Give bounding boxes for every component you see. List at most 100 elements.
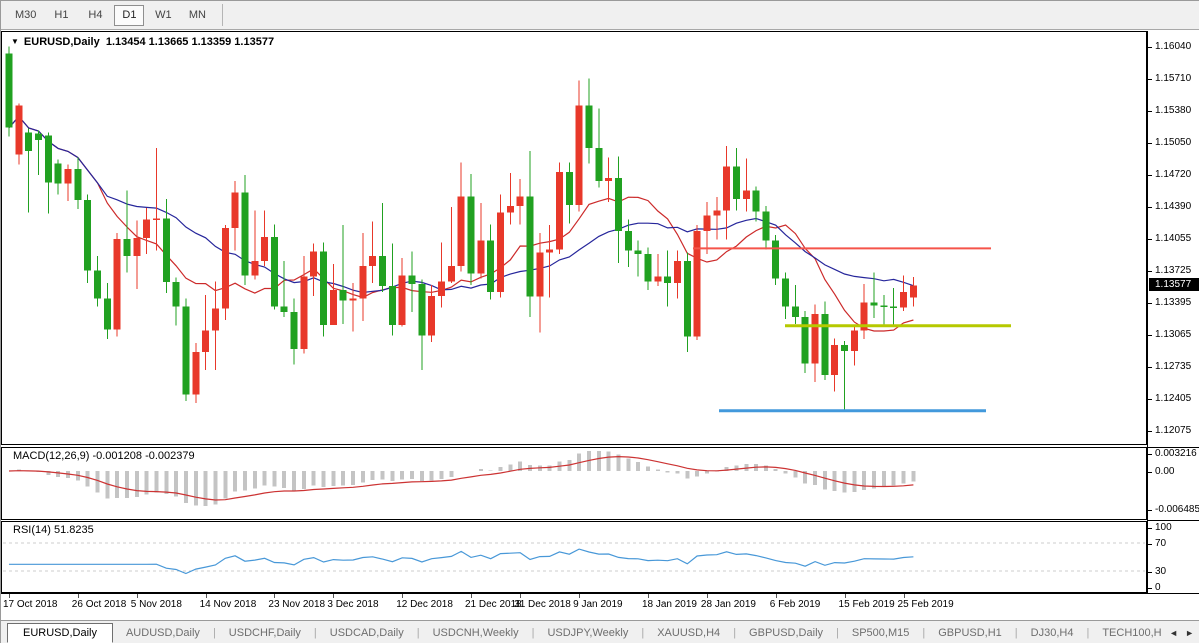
candles: [5, 46, 917, 411]
date-tick: [903, 594, 905, 598]
symbol-tab-usdjpy[interactable]: USDJPY,Weekly: [547, 626, 629, 639]
tab-divider: |: [836, 626, 839, 639]
rsi-panel[interactable]: [1, 521, 1147, 593]
scroll-left-icon[interactable]: ◄: [1169, 627, 1179, 638]
date-tick: [274, 594, 276, 598]
date-axis[interactable]: 17 Oct 2018 26 Oct 2018 5 Nov 2018 14 Nov 2…: [1, 593, 1199, 620]
price-axis[interactable]: 1.13577 1.16040 1.15710 1.15380 1.15050 1.14…: [1147, 31, 1199, 593]
date-tick: [775, 594, 777, 598]
chart-title-ohlc: 1.13454 1.13665 1.13359 1.13577: [105, 36, 275, 48]
tab-divider: |: [212, 626, 216, 639]
date-label: 25 Feb 2019: [897, 599, 954, 610]
axis-tick: [1148, 174, 1152, 176]
date-label: 5 Nov 2018: [130, 599, 182, 610]
symbol-dropdown-icon[interactable]: ▼: [11, 37, 19, 46]
date-tick: [471, 594, 472, 598]
rsi-indicator-label: RSI(14) 51.8235: [13, 524, 94, 536]
symbol-tab-audusd[interactable]: AUDUSD,Daily: [125, 626, 200, 639]
date-label: 15 Feb 2019: [838, 599, 895, 610]
symbol-tab-usdcad[interactable]: USDCAD,Daily: [329, 626, 404, 639]
axis-tick: [1148, 510, 1152, 511]
symbol-tab-sp500[interactable]: SP500,M15: [851, 626, 910, 639]
price-axis-label: 1.15710: [1155, 73, 1192, 85]
chart-workspace: ▼ EURUSD,Daily 1.13454 1.13665 1.13359 1.…: [1, 30, 1199, 643]
date-label: 3 Dec 2018: [327, 599, 379, 610]
rsi-axis-label: 30: [1155, 566, 1167, 577]
axis-tick: [1148, 271, 1152, 273]
tab-divider: |: [1014, 626, 1018, 639]
date-label: 28 Jan 2019: [700, 599, 756, 610]
axis-tick: [1148, 366, 1152, 368]
axis-tick: [1148, 206, 1152, 208]
symbol-tab-gbpusd[interactable]: GBPUSD,H1: [938, 626, 1002, 639]
axis-tick: [1148, 454, 1152, 455]
timeframe-button-w1[interactable]: W1: [155, 9, 172, 21]
date-tick: [9, 594, 10, 598]
axis-tick: [1148, 303, 1152, 304]
macd-axis-label: 0.00: [1155, 466, 1175, 477]
tab-divider: |: [313, 626, 317, 639]
date-tick: [520, 594, 522, 598]
date-tick: [706, 594, 708, 598]
price-axis-label: 1.14720: [1155, 168, 1192, 180]
rsi-line: [9, 548, 914, 575]
axis-tick: [1148, 472, 1152, 473]
rsi-axis-label: 0: [1155, 582, 1161, 593]
tab-divider: |: [733, 626, 737, 639]
price-axis-label: 1.13395: [1155, 297, 1192, 308]
symbol-tab-dj30[interactable]: DJ30,H4: [1030, 626, 1074, 639]
price-axis-label: 1.14390: [1155, 200, 1192, 212]
symbol-tab-usdcnh[interactable]: USDCNH,Weekly: [432, 626, 519, 639]
date-tick: [333, 594, 335, 598]
timeframe-button-h4[interactable]: H4: [88, 9, 103, 21]
date-tick: [136, 594, 138, 598]
tab-divider: |: [922, 626, 926, 639]
tab-divider: |: [1086, 626, 1090, 639]
date-label: 12 Dec 2018: [396, 599, 453, 610]
chart-title-symbol: EURUSD,Daily: [23, 36, 100, 48]
date-label: 17 Oct 2018: [3, 599, 58, 610]
date-label: 21 Dec 2018: [465, 599, 522, 610]
toolbar-separator: [222, 4, 224, 26]
date-tick: [647, 594, 649, 598]
date-label: 26 Oct 2018: [71, 599, 127, 610]
date-label: 14 Nov 2018: [199, 599, 257, 610]
timeframe-button-m30[interactable]: M30: [15, 9, 37, 21]
symbol-tab-usdchf[interactable]: USDCHF,Daily: [228, 626, 301, 639]
rsi-axis-label: 100: [1155, 522, 1172, 533]
axis-separator: [1148, 447, 1199, 448]
candlestick-chart[interactable]: [1, 31, 1147, 445]
macd-signal-line: [8, 455, 914, 501]
timeframe-button-d1[interactable]: D1: [114, 4, 145, 26]
axis-tick: [1148, 528, 1152, 529]
axis-tick: [1148, 143, 1152, 145]
axis-separator: [1148, 520, 1199, 521]
symbol-tab-bar: EURUSD,Daily AUDUSD,Daily | USDCHF,Daily | US…: [1, 620, 1199, 643]
axis-tick: [1148, 398, 1152, 400]
date-tick: [402, 594, 404, 598]
tab-divider: |: [641, 626, 645, 639]
price-axis-label: 1.12405: [1155, 392, 1192, 404]
date-tick: [205, 594, 207, 598]
axis-tick: [1148, 111, 1152, 113]
symbol-tab-gbpusd[interactable]: GBPUSD,Daily: [749, 626, 824, 639]
macd-panel[interactable]: [1, 447, 1147, 520]
price-axis-label: 1.16040: [1155, 41, 1192, 53]
macd-indicator-label: MACD(12,26,9) -0.001208 -0.002379: [13, 450, 195, 462]
date-label: 6 Feb 2019: [769, 599, 821, 610]
chart-title: ▼ EURUSD,Daily 1.13454 1.13665 1.13359 1.…: [11, 36, 274, 48]
tab-scroll-arrows: ◄ ►: [1169, 628, 1199, 638]
timeframe-toolbar: M30 H1 H4 D1 W1 MN: [1, 1, 1199, 30]
axis-tick: [1148, 79, 1152, 81]
symbol-tab-xauusd[interactable]: XAUUSD,H4: [657, 626, 721, 639]
date-label: 9 Jan 2019: [573, 599, 623, 610]
scroll-right-icon[interactable]: ►: [1185, 627, 1194, 638]
tab-divider: |: [416, 626, 420, 639]
symbol-tab-tech100[interactable]: TECH100,H: [1102, 626, 1162, 639]
date-tick: [844, 594, 846, 598]
timeframe-button-mn[interactable]: MN: [188, 9, 206, 21]
symbol-tab-eurusd[interactable]: EURUSD,Daily: [7, 622, 113, 643]
timeframe-button-h1[interactable]: H1: [54, 9, 69, 21]
macd-axis-label: -0.006485: [1155, 504, 1199, 515]
date-label: 18 Jan 2019: [641, 599, 697, 610]
